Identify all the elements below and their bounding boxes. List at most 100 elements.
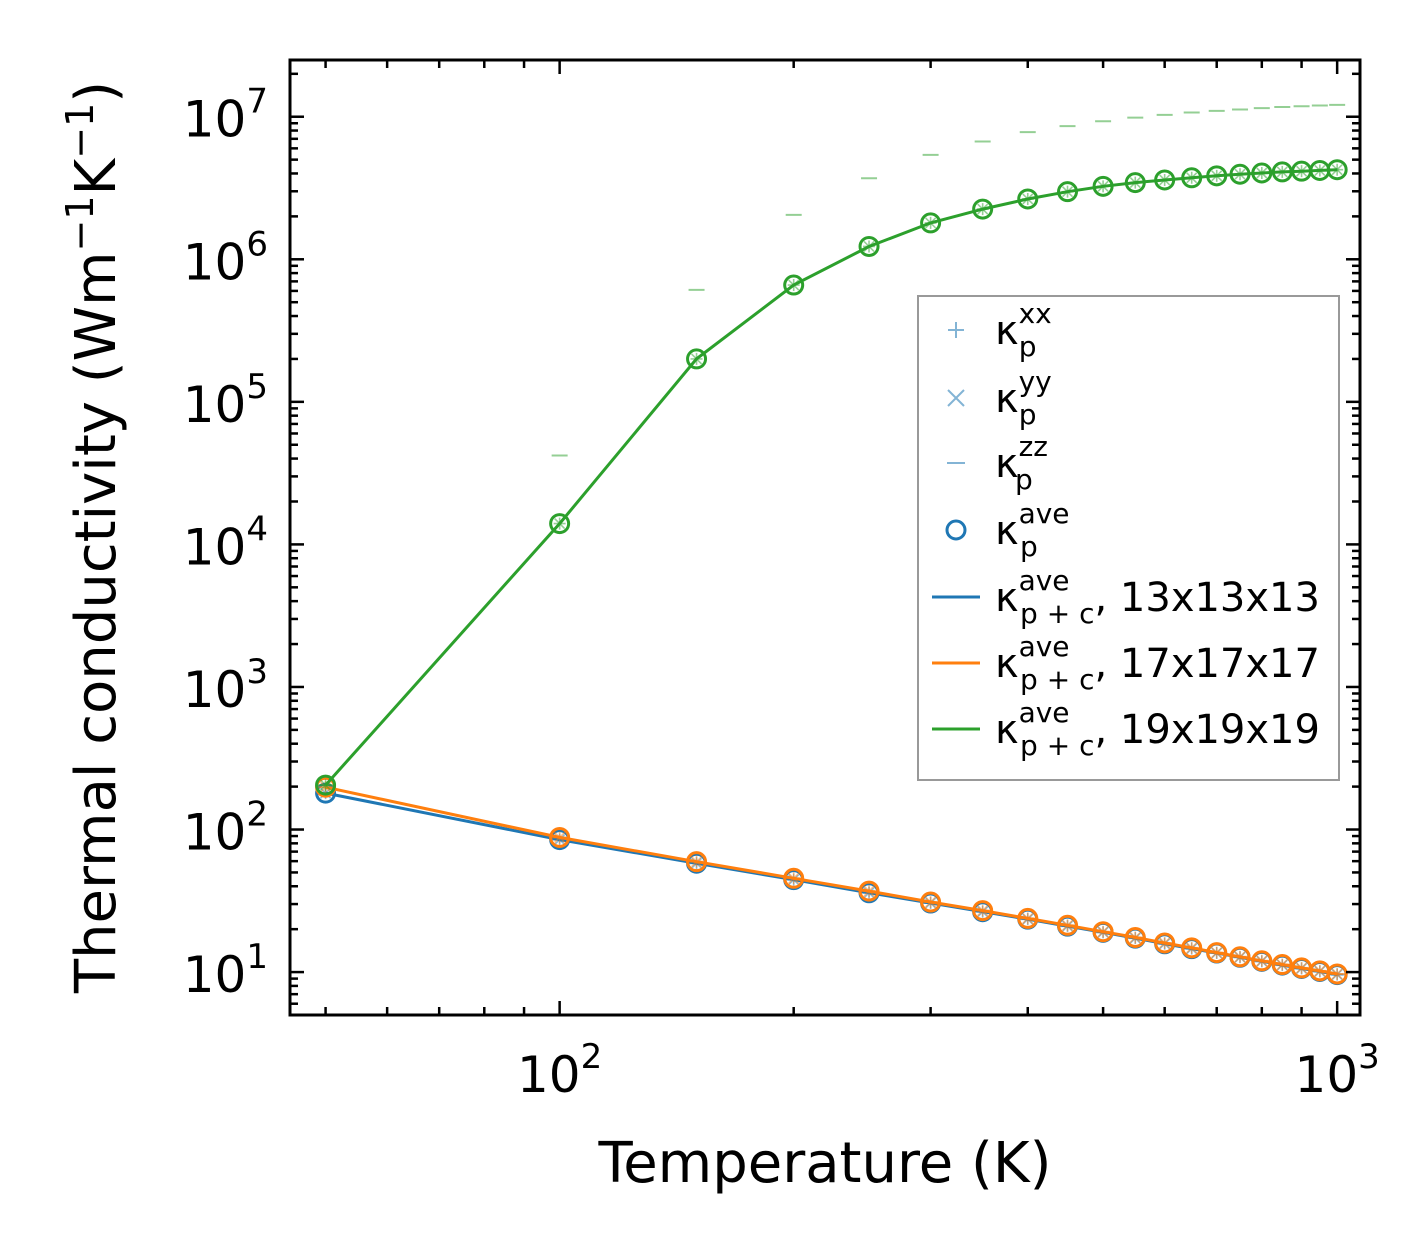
kave-point: [1057, 914, 1079, 936]
kyy-point: [925, 217, 937, 229]
plot-marks: [315, 103, 1348, 986]
legend-sup: ave: [1019, 630, 1070, 663]
kave-point: [783, 274, 805, 296]
legend-box: [917, 295, 1340, 781]
kave-point: [1092, 175, 1114, 197]
kave-point: [1271, 954, 1293, 976]
kyy-point: [1276, 166, 1288, 178]
kave-point: [1229, 163, 1251, 185]
legend-sup: ave: [1019, 564, 1070, 597]
kave-point: [972, 198, 994, 220]
y-tick-label-exp: 1: [246, 937, 268, 977]
kave-point: [1124, 926, 1146, 948]
legend-entry-6: κave p + c, 17x17x17: [932, 630, 1320, 696]
legend-entry-2: κyy p: [947, 365, 1052, 431]
kave-point: [686, 348, 708, 370]
kyy-point: [1159, 174, 1171, 186]
y-tick-label-exp: 3: [246, 652, 268, 692]
legend-entry-7: κave p + c, 19x19x19: [932, 696, 1320, 762]
x-tick-label: 103: [1295, 1037, 1380, 1104]
x-axis-label: Temperature (K): [598, 1131, 1052, 1196]
kave-point: [1017, 188, 1039, 210]
kave-point: [972, 900, 994, 922]
kave-point: [1092, 921, 1114, 943]
kyy-point: [1314, 164, 1326, 177]
kyy-point: [1022, 193, 1034, 205]
kyy-point: [1097, 180, 1109, 192]
legend-label: κave p + c, 17x17x17: [995, 630, 1320, 696]
y-tick-label-exp: 4: [246, 509, 268, 549]
legend-suffix: , 17x17x17: [1094, 641, 1319, 687]
legend-entry-5: κave p + c, 13x13x13: [932, 564, 1320, 630]
kyy-point: [1331, 164, 1343, 176]
legend-sup: ave: [1019, 696, 1070, 729]
kave-point: [1154, 932, 1176, 954]
kave-point: [1124, 172, 1146, 194]
y-tick-label-base: 10: [183, 376, 247, 434]
kyy-point: [788, 279, 800, 291]
kave-point: [549, 826, 571, 848]
legend-x-marker: [947, 389, 965, 407]
y-axis-label-exp1: −1: [58, 195, 102, 251]
y-tick-label: 105: [183, 367, 268, 434]
legend-label: κave p + c, 13x13x13: [995, 564, 1320, 630]
kave-point: [1251, 950, 1273, 972]
y-tick-label: 106: [183, 224, 268, 291]
kave-point: [1017, 907, 1039, 929]
y-tick-label-exp: 6: [246, 224, 268, 264]
series-19x19x19: [315, 103, 1348, 796]
kave-point: [1057, 181, 1079, 203]
y-axis-label: Thermal conductivity (Wm−1K−1): [58, 81, 129, 994]
y-tick-label-base: 10: [183, 91, 247, 149]
legend-label: κave p: [995, 497, 1070, 563]
kyy-point: [1129, 177, 1141, 189]
legend-sup: zz: [1019, 430, 1048, 463]
kyy-point: [977, 203, 989, 215]
kyy-point: [1234, 168, 1246, 180]
legend-kappa: κ: [995, 508, 1019, 554]
y-tick-label: 103: [183, 652, 268, 719]
y-tick-label-exp: 5: [246, 367, 268, 407]
y-tick-label-base: 10: [183, 804, 247, 862]
y-axis-label-mid: K: [64, 157, 129, 195]
kave-point: [783, 867, 805, 889]
kave-point: [1181, 167, 1203, 189]
kave-point: [1206, 165, 1228, 187]
y-axis-label-main: Thermal conductivity (Wm: [64, 251, 129, 994]
y-tick-label-base: 10: [183, 233, 247, 291]
legend-label: κzz p: [995, 430, 1048, 496]
y-axis-label-end: ): [64, 81, 129, 103]
kyy-point: [863, 240, 875, 253]
x-tick-label-exp: 3: [1358, 1037, 1380, 1077]
legend-circle-marker: [945, 519, 967, 541]
x-tick-label-base: 10: [517, 1046, 581, 1104]
y-tick-label: 101: [183, 937, 268, 1004]
legend-sub: p + c: [1020, 663, 1094, 696]
x-tick-label-base: 10: [1295, 1046, 1359, 1104]
kave-point: [1206, 942, 1228, 964]
kyy-point: [554, 518, 566, 530]
series-17x17x17: [315, 776, 1348, 985]
kave-point: [549, 513, 571, 535]
y-tick-label-base: 10: [183, 946, 247, 1004]
kyy-point: [1296, 165, 1308, 177]
legend-kappa: κ: [995, 707, 1019, 753]
legend-label: κave p + c, 19x19x19: [995, 696, 1320, 762]
y-tick-label: 104: [183, 509, 268, 576]
kave-point: [1326, 963, 1348, 985]
legend-suffix: , 19x19x19: [1094, 707, 1319, 753]
x-tick-label-exp: 2: [581, 1037, 603, 1077]
legend-sub: p: [1019, 398, 1037, 431]
y-tick-label: 102: [183, 795, 268, 862]
legend-entry-3: κzz p: [947, 430, 1048, 496]
legend-sup: yy: [1019, 365, 1052, 398]
y-tick-label-base: 10: [183, 518, 247, 576]
y-tick-label-base: 10: [183, 661, 247, 719]
kave-point: [858, 235, 880, 257]
kave-point: [1326, 159, 1348, 181]
kyy-point: [1186, 172, 1198, 184]
